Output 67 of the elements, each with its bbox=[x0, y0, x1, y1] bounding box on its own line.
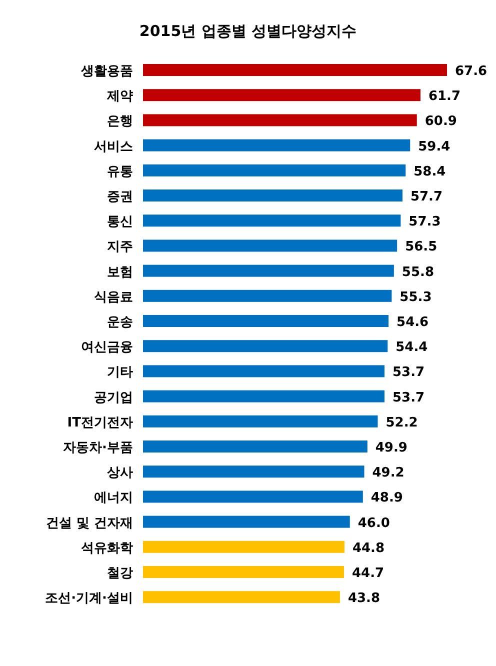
data-label: 54.4 bbox=[396, 340, 428, 356]
bar bbox=[143, 190, 402, 202]
bar bbox=[143, 440, 368, 452]
bar bbox=[143, 490, 363, 503]
data-label: 44.7 bbox=[352, 566, 384, 581]
y-tick-label: IT전기전자 bbox=[67, 415, 133, 430]
bar bbox=[143, 240, 398, 252]
bar bbox=[143, 164, 406, 176]
bar bbox=[143, 290, 392, 302]
y-tick-label: 공기업 bbox=[94, 390, 133, 406]
y-tick-label: 보험 bbox=[107, 264, 133, 280]
bar bbox=[143, 516, 350, 528]
data-label: 55.3 bbox=[400, 290, 432, 305]
data-label: 48.9 bbox=[370, 490, 403, 506]
bar bbox=[143, 315, 389, 327]
bar bbox=[143, 591, 340, 604]
y-tick-label: 제약 bbox=[106, 89, 133, 104]
y-tick-label: 철강 bbox=[107, 566, 133, 581]
y-tick-label: 서비스 bbox=[94, 139, 133, 154]
bar bbox=[143, 264, 394, 277]
bar bbox=[143, 365, 384, 378]
y-tick-label: 조선·기계·설비 bbox=[45, 591, 133, 606]
y-tick-label: 건설 및 건자재 bbox=[46, 516, 133, 531]
data-label: 57.3 bbox=[408, 214, 441, 230]
y-tick-label: 증권 bbox=[107, 190, 133, 204]
data-label: 60.9 bbox=[424, 114, 457, 130]
data-label: 49.9 bbox=[375, 440, 408, 456]
bar bbox=[143, 114, 417, 126]
data-label: 52.2 bbox=[386, 415, 418, 430]
data-label: 43.8 bbox=[348, 591, 380, 606]
bar bbox=[143, 340, 388, 352]
y-tick-label: 은행 bbox=[107, 114, 133, 130]
y-tick-label: 여신금융 bbox=[81, 340, 133, 356]
data-label: 58.4 bbox=[414, 164, 446, 180]
data-label: 59.4 bbox=[418, 139, 450, 154]
bar bbox=[143, 466, 364, 478]
data-label: 53.7 bbox=[392, 365, 425, 380]
data-label: 56.5 bbox=[405, 240, 438, 255]
y-tick-label: 에너지 bbox=[94, 490, 133, 506]
data-label: 61.7 bbox=[428, 89, 461, 104]
chart-title: 2015년 업종별 성별다양성지수 bbox=[139, 22, 357, 40]
data-label: 67.6 bbox=[455, 64, 488, 79]
bar bbox=[143, 214, 401, 227]
y-tick-label: 자동차·부품 bbox=[63, 440, 133, 456]
bar bbox=[143, 64, 447, 76]
data-label: 55.8 bbox=[402, 264, 434, 280]
data-label: 49.2 bbox=[372, 466, 404, 481]
y-tick-label: 통신 bbox=[107, 214, 133, 230]
y-tick-label: 기타 bbox=[107, 365, 133, 380]
bar bbox=[143, 566, 344, 578]
y-tick-label: 유통 bbox=[107, 164, 133, 180]
bar bbox=[143, 89, 420, 102]
bar bbox=[143, 415, 378, 428]
y-tick-label: 식음료 bbox=[94, 290, 133, 305]
data-label: 46.0 bbox=[358, 516, 390, 531]
bar bbox=[143, 540, 344, 553]
bar bbox=[143, 390, 384, 402]
y-tick-label: 운송 bbox=[107, 315, 133, 330]
y-tick-label: 생활용품 bbox=[80, 64, 133, 79]
y-tick-label: 석유화학 bbox=[81, 540, 133, 556]
data-label: 54.6 bbox=[396, 315, 429, 330]
data-label: 57.7 bbox=[410, 190, 443, 204]
data-label: 44.8 bbox=[352, 540, 385, 556]
y-tick-label: 상사 bbox=[107, 466, 133, 481]
y-tick-label: 지주 bbox=[107, 240, 133, 255]
data-label: 53.7 bbox=[392, 390, 425, 406]
bar bbox=[143, 139, 410, 152]
